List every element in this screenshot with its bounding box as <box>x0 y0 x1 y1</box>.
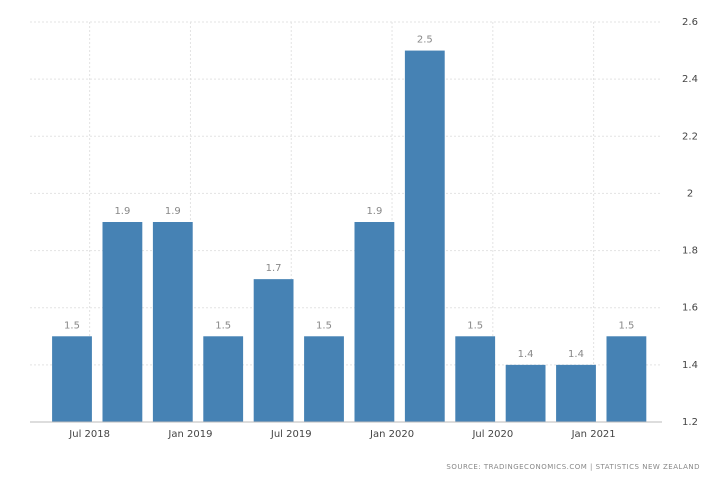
value-label: 1.5 <box>215 320 231 331</box>
value-label: 2.5 <box>417 35 433 46</box>
bar <box>304 336 344 422</box>
y-tick-label: 2.6 <box>682 17 698 28</box>
bar <box>556 364 596 422</box>
y-tick-label: 1.6 <box>682 303 698 314</box>
bar <box>152 222 193 422</box>
bar <box>455 336 496 422</box>
value-label: 1.5 <box>618 320 634 331</box>
y-tick-label: 2.4 <box>682 74 698 85</box>
x-tick-label: Jul 2020 <box>471 429 513 440</box>
value-label: 1.5 <box>467 320 483 331</box>
value-label: 1.5 <box>64 320 80 331</box>
bar <box>203 336 244 422</box>
y-tick-label: 1.2 <box>682 417 698 428</box>
bar <box>606 336 647 422</box>
value-label: 1.4 <box>518 349 534 360</box>
x-tick-label: Jan 2019 <box>167 429 212 440</box>
y-tick-label: 1.8 <box>682 246 698 257</box>
bar <box>52 336 92 422</box>
value-label: 1.9 <box>165 206 181 217</box>
value-label: 1.9 <box>114 206 130 217</box>
value-label: 1.9 <box>366 206 382 217</box>
y-tick-label: 2 <box>687 188 693 199</box>
bar <box>505 364 546 422</box>
bar <box>354 222 395 422</box>
y-tick-label: 1.4 <box>682 360 698 371</box>
x-tick-label: Jul 2018 <box>68 429 110 440</box>
value-label: 1.4 <box>568 349 584 360</box>
bar <box>253 279 294 422</box>
y-tick-label: 2.2 <box>682 131 698 142</box>
bar <box>102 222 143 422</box>
bar <box>404 50 445 422</box>
x-tick-label: Jul 2019 <box>270 429 312 440</box>
x-tick-label: Jan 2020 <box>369 429 414 440</box>
value-label: 1.5 <box>316 320 332 331</box>
x-tick-label: Jan 2021 <box>571 429 616 440</box>
source: SOURCE: TRADINGECONOMICS.COM | STATISTIC… <box>446 463 700 471</box>
value-label: 1.7 <box>266 263 282 274</box>
